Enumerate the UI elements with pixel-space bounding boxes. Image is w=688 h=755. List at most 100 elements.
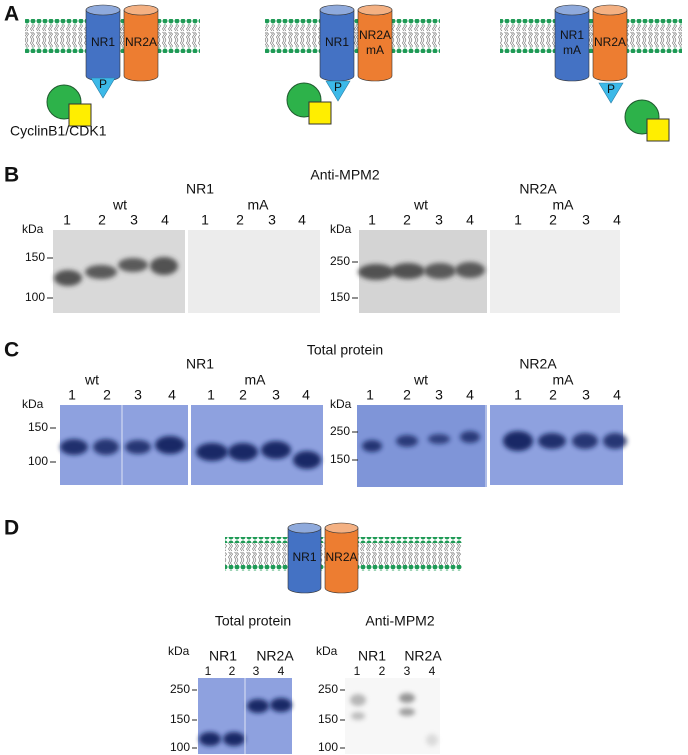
band xyxy=(428,434,450,444)
subunit-body xyxy=(287,527,322,594)
lane-label: 2 xyxy=(403,212,411,228)
group-label: NR1 xyxy=(209,648,237,664)
group-label: wt xyxy=(112,197,127,213)
lane-label: 1 xyxy=(368,212,376,228)
protein-label: NR2A xyxy=(519,356,557,372)
band xyxy=(396,435,418,447)
subunit-top xyxy=(319,4,355,16)
lane-label: 2 xyxy=(236,212,244,228)
band xyxy=(261,441,291,459)
panel-label: B xyxy=(4,164,19,187)
lane-label: 4 xyxy=(161,212,169,228)
lane-label: 3 xyxy=(404,664,411,678)
band xyxy=(228,443,258,461)
lipid-tails xyxy=(500,25,682,47)
subunit-body xyxy=(123,9,159,82)
blot xyxy=(490,230,620,313)
marker-label: 150 xyxy=(330,452,350,466)
subunit-label: NR2A xyxy=(325,550,357,564)
lane-label: 3 xyxy=(253,664,260,678)
mutation-label: mA xyxy=(366,43,384,57)
lane-label: 3 xyxy=(435,387,443,403)
band xyxy=(293,451,321,469)
band xyxy=(358,264,394,280)
phospho-label: P xyxy=(99,77,107,91)
group-label: mA xyxy=(553,372,575,388)
band xyxy=(399,693,415,703)
lane-label: 2 xyxy=(103,387,111,403)
band xyxy=(538,433,566,449)
subunit-label: NR1 xyxy=(325,35,349,49)
lane-label: 2 xyxy=(239,387,247,403)
band xyxy=(362,440,382,452)
phospho-label: P xyxy=(607,82,615,96)
lane-label: 4 xyxy=(278,664,285,678)
marker-label: 150 xyxy=(330,290,350,304)
unit-label: kDa xyxy=(168,644,190,658)
lane-label: 3 xyxy=(268,212,276,228)
band xyxy=(196,443,228,461)
band xyxy=(391,263,425,279)
band xyxy=(350,694,366,706)
band xyxy=(85,265,117,279)
subunit-label: NR1 xyxy=(292,550,316,564)
group-label: NR1 xyxy=(358,648,386,664)
marker-label: 250 xyxy=(330,254,350,268)
lane-label: 3 xyxy=(134,387,142,403)
lane-label: 3 xyxy=(130,212,138,228)
subunit-body xyxy=(592,9,628,82)
group-label: wt xyxy=(413,197,428,213)
marker-label: 250 xyxy=(330,424,350,438)
marker-label: 100 xyxy=(28,454,48,468)
band xyxy=(54,270,82,286)
blot xyxy=(188,230,320,313)
group-label: mA xyxy=(553,197,575,213)
lane-label: 2 xyxy=(549,212,557,228)
subunit-top xyxy=(592,4,628,16)
protein-label: NR1 xyxy=(186,181,214,197)
subunit-top xyxy=(85,4,121,16)
group-label: NR2A xyxy=(404,648,442,664)
lane-label: 4 xyxy=(302,387,310,403)
lane-label: 4 xyxy=(613,212,621,228)
subunit-body xyxy=(357,9,393,82)
band xyxy=(426,734,438,746)
band xyxy=(155,436,185,454)
cdk xyxy=(646,118,670,142)
blot-title: Total protein xyxy=(215,613,291,629)
panel-label: A xyxy=(4,3,19,26)
protein-label: NR2A xyxy=(519,181,557,197)
lane-label: 1 xyxy=(514,212,522,228)
marker-label: 150 xyxy=(318,712,338,726)
marker-label: 150 xyxy=(170,712,190,726)
band xyxy=(399,708,415,716)
protein-label: NR1 xyxy=(186,356,214,372)
band xyxy=(223,732,245,746)
lane-label: 4 xyxy=(298,212,306,228)
subunit-top xyxy=(287,522,322,534)
marker-label: 150 xyxy=(28,420,48,434)
lane-label: 2 xyxy=(379,664,386,678)
blot-title: Anti-MPM2 xyxy=(365,613,434,629)
unit-label: kDa xyxy=(330,397,352,411)
lane-label: 1 xyxy=(205,664,212,678)
panel-title: Total protein xyxy=(307,342,383,358)
lipid-heads xyxy=(500,19,682,25)
unit-label: kDa xyxy=(22,222,44,236)
subunit-label: NR1 xyxy=(560,28,584,42)
subunit-body xyxy=(554,9,590,82)
lane-label: 1 xyxy=(68,387,76,403)
phospho-triangle xyxy=(90,77,116,99)
lane-label: 3 xyxy=(582,387,590,403)
group-label: wt xyxy=(84,372,99,388)
kinase-label: CyclinB1/CDK1 xyxy=(10,123,107,139)
lane-label: 2 xyxy=(403,387,411,403)
subunit-body xyxy=(324,527,359,594)
subunit-label: NR2A xyxy=(125,35,157,49)
band xyxy=(93,439,119,455)
cdk xyxy=(68,103,92,127)
subunit-top xyxy=(554,4,590,16)
group-label: mA xyxy=(248,197,270,213)
